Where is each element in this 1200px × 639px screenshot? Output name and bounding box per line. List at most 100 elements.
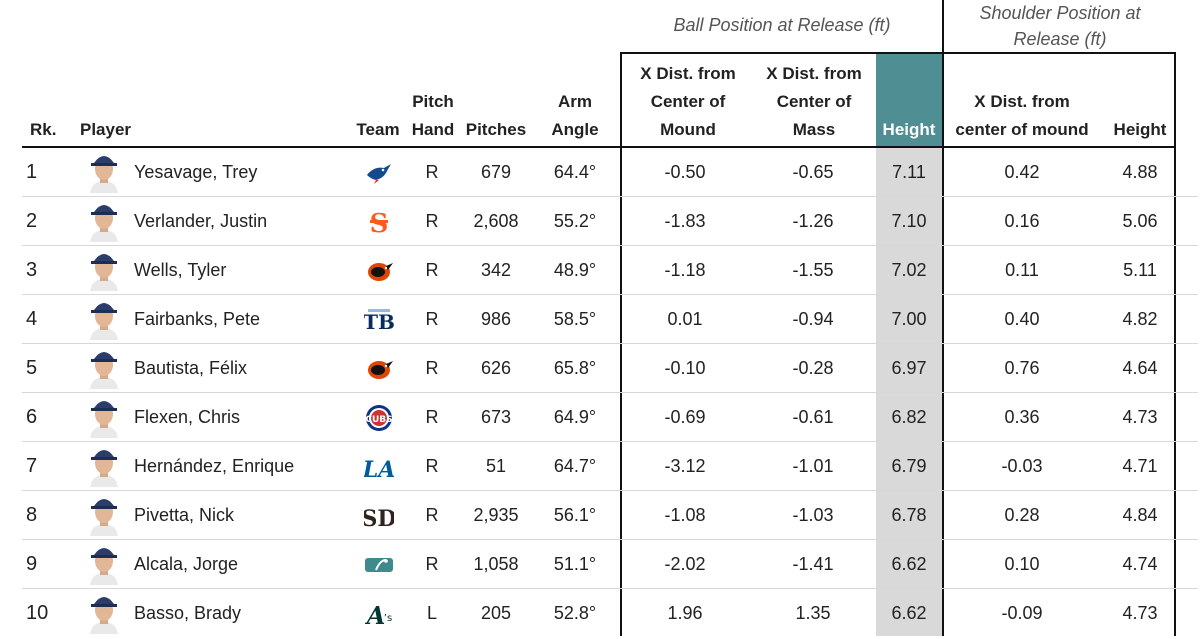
pitch-hand-cell: R xyxy=(425,260,439,280)
x-dist-mass-cell: -1.01 xyxy=(792,456,834,476)
height-cell: 6.62 xyxy=(891,603,927,623)
x-dist-mass-cell: -0.65 xyxy=(792,162,834,182)
rank-cell: 4 xyxy=(26,308,38,330)
table-row[interactable]: 10 Basso, Brady L 205 52.8° 1.96 1.35 6.62 -0.09… xyxy=(22,589,1182,638)
shoulder-height-cell: 5.06 xyxy=(1122,211,1158,231)
header-player[interactable]: Player xyxy=(80,120,132,139)
arm-angle-cell: 64.7° xyxy=(553,456,597,476)
height-cell: 6.79 xyxy=(891,456,927,476)
svg-text:LA: LA xyxy=(364,457,394,482)
header-x-dist-mass[interactable]: X Dist. from Center of Mass xyxy=(766,64,862,139)
height-cell: 6.62 xyxy=(891,554,927,574)
x-dist-mound-cell: -1.83 xyxy=(664,211,706,231)
shoulder-x-dist-cell: 0.11 xyxy=(1005,260,1039,280)
header-team[interactable]: Team xyxy=(356,120,400,139)
giants-logo-icon: S xyxy=(364,207,394,239)
table-row[interactable]: 3 Wells, Tyler R 342 48.9° -1.18 -1.55 7.02 0.11… xyxy=(22,246,1198,295)
rank-cell: 7 xyxy=(26,455,38,477)
table-row[interactable]: 4 Fairbanks, Pete R 986 58.5° 0.01 -0.94 7.00 0.… xyxy=(22,295,1198,344)
player-name[interactable]: Alcala, Jorge xyxy=(134,554,239,574)
pitches-cell: 679 xyxy=(480,162,512,182)
player-name[interactable]: Hernández, Enrique xyxy=(134,456,295,476)
height-header-highlight xyxy=(876,54,942,146)
shoulder-x-dist-cell: -0.09 xyxy=(1001,603,1043,623)
blue-jays-logo-icon xyxy=(364,158,394,188)
row-separator xyxy=(22,294,1198,295)
orioles-logo-icon xyxy=(364,354,394,384)
shoulder-x-dist-cell: 0.28 xyxy=(1004,505,1040,525)
header-pitches[interactable]: Pitches xyxy=(465,120,527,139)
arm-angle-cell: 56.1° xyxy=(553,505,597,525)
pitches-cell: 342 xyxy=(480,260,512,280)
header-shoulder-height[interactable]: Height xyxy=(1113,120,1167,139)
rank-cell: 10 xyxy=(26,602,49,624)
arm-angle-cell: 64.4° xyxy=(553,162,597,182)
svg-text:S: S xyxy=(370,209,389,237)
player-name[interactable]: Pivetta, Nick xyxy=(134,505,235,525)
row-separator xyxy=(22,588,1198,589)
pitch-hand-cell: R xyxy=(425,211,439,231)
header-pitch-hand[interactable]: Pitch Hand xyxy=(411,92,455,139)
arm-angle-cell: 52.8° xyxy=(553,603,597,623)
table-row[interactable]: 1 Yesavage, Trey R 679 64.4° -0.50 -0.65 7.11 0.… xyxy=(22,148,1198,197)
player-name[interactable]: Verlander, Justin xyxy=(134,211,268,231)
player-name[interactable]: Flexen, Chris xyxy=(134,407,241,427)
pitch-hand-cell: R xyxy=(425,309,439,329)
pitches-cell: 2,608 xyxy=(473,211,519,231)
arm-angle-cell: 48.9° xyxy=(553,260,597,280)
pitches-cell: 626 xyxy=(480,358,512,378)
x-dist-mound-cell: -3.12 xyxy=(664,456,706,476)
shoulder-x-dist-cell: 0.40 xyxy=(1004,309,1040,329)
orioles-logo-icon xyxy=(364,256,394,286)
table-row[interactable]: 8 Pivetta, Nick R 2,935 56.1° -1.08 -1.03 6.78 0… xyxy=(22,491,1198,540)
table-row[interactable]: 2 Verlander, Justin R 2,608 55.2° -1.83 -1.26 7… xyxy=(22,197,1198,246)
player-name[interactable]: Basso, Brady xyxy=(134,603,242,623)
table-row[interactable]: 9 Alcala, Jorge R 1,058 51.1° -2.02 -1.41 6.62 0… xyxy=(22,540,1198,589)
svg-text:A: A xyxy=(365,601,386,629)
pitches-cell: 205 xyxy=(480,603,512,623)
group-divider-top xyxy=(942,0,944,54)
player-name[interactable]: Yesavage, Trey xyxy=(134,162,258,182)
height-cell: 7.10 xyxy=(891,211,927,231)
table-row[interactable]: 7 Hernández, Enrique R 51 64.7° -3.12 -1.01 6.7… xyxy=(22,442,1198,491)
cubs-logo-icon: CUBS xyxy=(364,403,394,433)
player-headshot xyxy=(88,298,120,340)
pitches-cell: 986 xyxy=(480,309,512,329)
padres-logo-icon: SD xyxy=(362,501,397,532)
player-name[interactable]: Bautista, Félix xyxy=(134,358,248,378)
athletics-logo-icon: A’s xyxy=(364,599,394,630)
mlb-logo-icon xyxy=(364,550,394,580)
row-separator xyxy=(22,343,1198,344)
shoulder-section-left-border xyxy=(942,52,944,636)
dodgers-logo-icon: LA xyxy=(362,452,396,483)
x-dist-mass-cell: -1.26 xyxy=(792,211,834,231)
svg-text:TB: TB xyxy=(364,310,394,334)
row-separator xyxy=(22,245,1198,246)
table-row[interactable]: 5 Bautista, Félix R 626 65.8° -0.10 -0.28 6.97 0… xyxy=(22,344,1198,393)
header-arm-angle[interactable]: Arm Angle xyxy=(551,92,599,139)
player-headshot xyxy=(88,347,120,389)
table-row[interactable]: 6 Flexen, Chris R 673 64.9° -0.69 -0.61 6.82 0.3… xyxy=(22,393,1198,442)
player-name[interactable]: Wells, Tyler xyxy=(134,260,227,280)
shoulder-x-dist-cell: 0.10 xyxy=(1004,554,1040,574)
svg-text:’s: ’s xyxy=(384,613,392,624)
height-cell: 7.02 xyxy=(891,260,927,280)
height-cell: 6.82 xyxy=(891,407,927,427)
shoulder-x-dist-cell: 0.76 xyxy=(1004,358,1040,378)
pitches-cell: 1,058 xyxy=(473,554,519,574)
x-dist-mound-cell: 0.01 xyxy=(667,309,703,329)
player-name[interactable]: Fairbanks, Pete xyxy=(134,309,261,329)
shoulder-height-cell: 4.74 xyxy=(1122,554,1158,574)
player-headshot xyxy=(88,494,120,536)
header-height[interactable]: Height xyxy=(882,120,936,139)
x-dist-mass-cell: -1.41 xyxy=(792,554,834,574)
header-x-dist-mound[interactable]: X Dist. from Center of Mound xyxy=(640,64,736,139)
shoulder-height-cell: 4.73 xyxy=(1122,603,1158,623)
header-shoulder-x-dist[interactable]: X Dist. from center of mound xyxy=(955,92,1089,139)
player-headshot xyxy=(88,249,120,291)
pitches-cell: 2,935 xyxy=(473,505,519,525)
row-separator xyxy=(22,441,1198,442)
header-rank[interactable]: Rk. xyxy=(30,120,57,139)
rank-cell: 3 xyxy=(26,259,38,281)
player-headshot xyxy=(88,151,120,193)
